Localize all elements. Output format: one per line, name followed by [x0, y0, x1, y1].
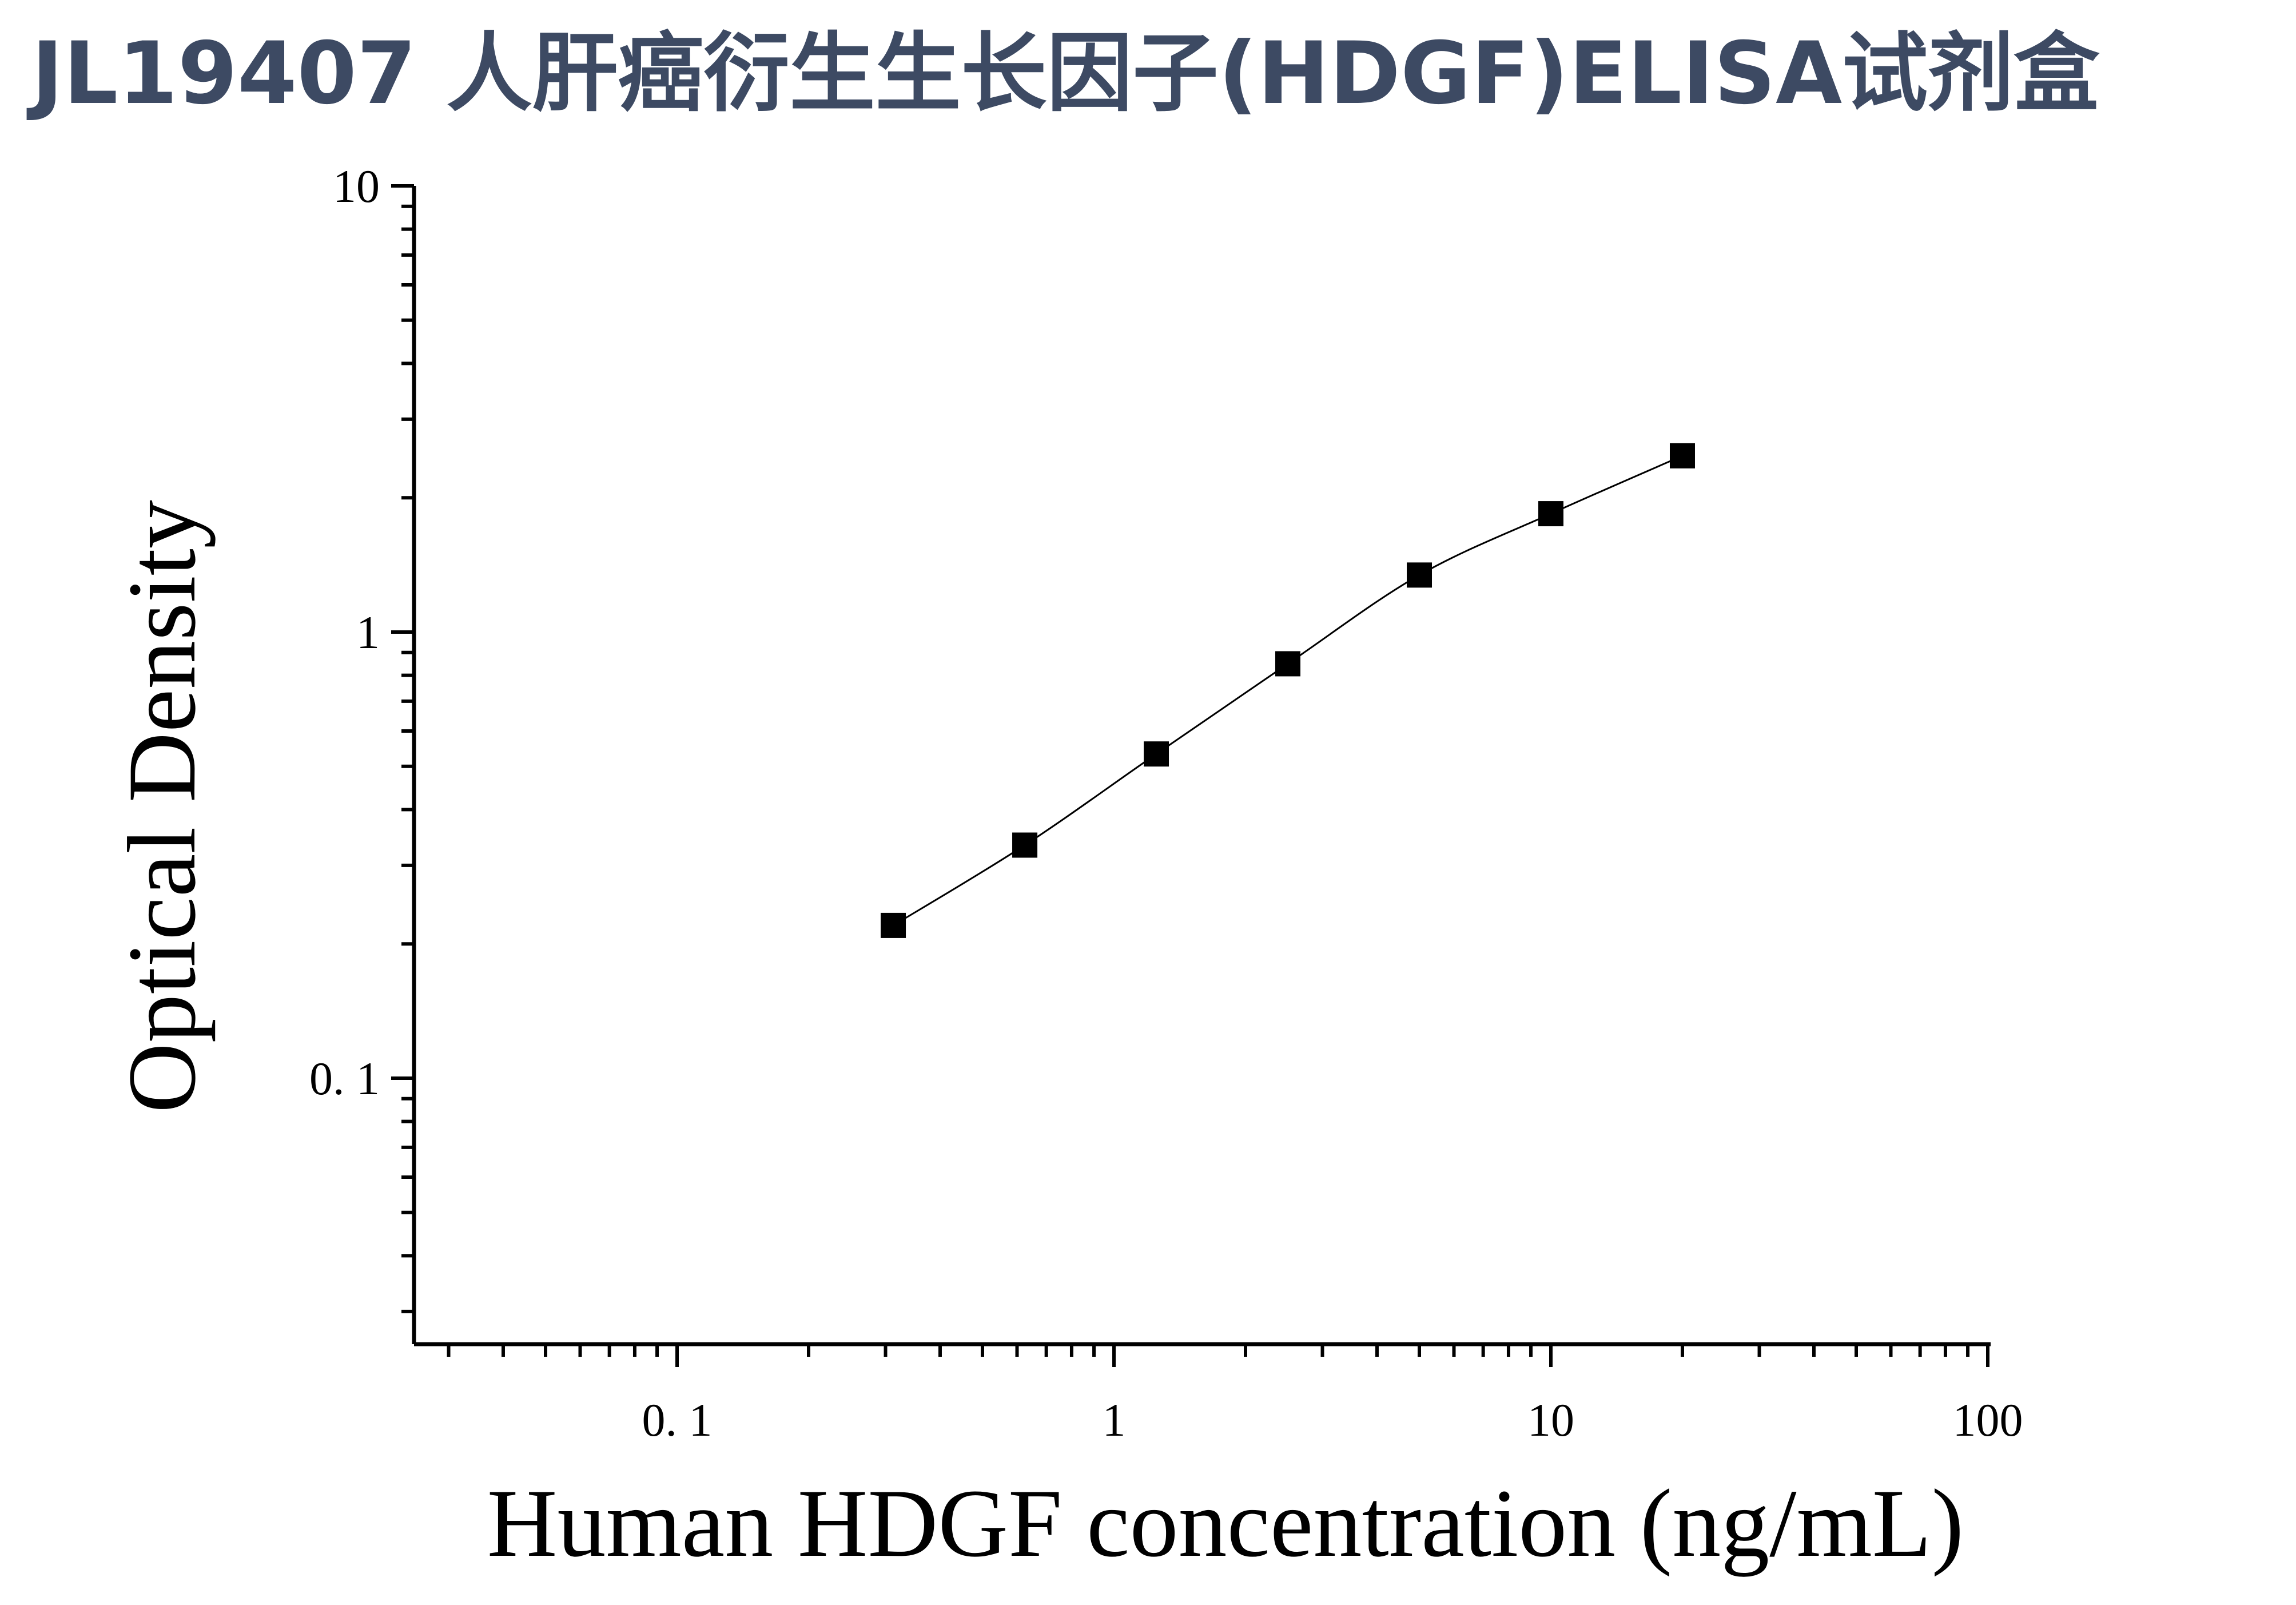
y-tick-label: 10: [333, 160, 380, 212]
axis-ticks: [391, 184, 1989, 1367]
y-tick-label: 0. 1: [309, 1052, 380, 1105]
x-tick-label: 1: [1103, 1394, 1126, 1446]
chart-title: JL19407 人肝癌衍生生长因子(HDGF)ELISA试剂盒: [26, 24, 2100, 124]
x-axis-label: Human HDGF concentration (ng/mL): [487, 1469, 1964, 1577]
x-tick-label: 0. 1: [642, 1394, 713, 1446]
data-point: [881, 912, 906, 938]
data-point: [1012, 832, 1038, 858]
data-point: [1669, 443, 1695, 468]
data-point: [1407, 562, 1432, 588]
y-axis-label: Optical Density: [108, 500, 216, 1113]
x-tick-label: 100: [1953, 1394, 2023, 1446]
y-tick-label: 1: [356, 606, 380, 658]
x-tick-label: 10: [1527, 1394, 1574, 1446]
data-point: [1275, 651, 1301, 677]
data-point: [1144, 741, 1169, 767]
data-points: [881, 443, 1695, 938]
data-point: [1538, 501, 1563, 527]
tick-labels: 0. 1 1 10 100 0. 1 1 10: [309, 160, 2023, 1446]
